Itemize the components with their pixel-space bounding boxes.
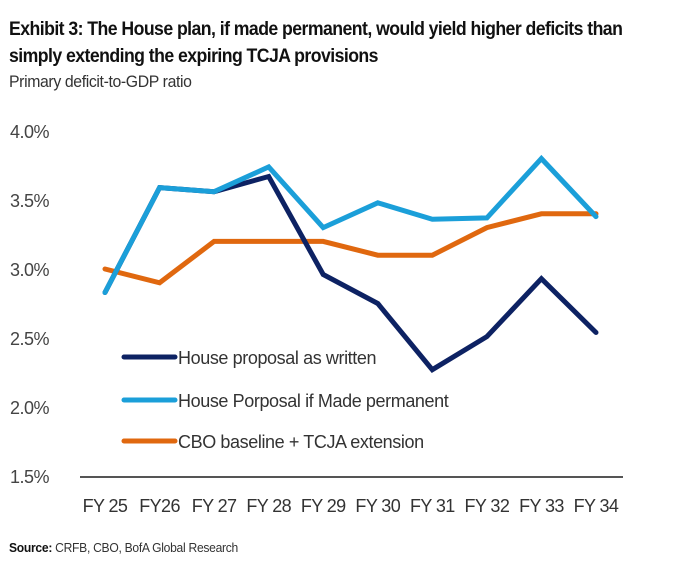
legend-label: House Porposal if Made permanent (178, 391, 449, 411)
x-tick-label: FY 25 (83, 496, 128, 516)
source-text: CRFB, CBO, BofA Global Research (52, 540, 239, 555)
x-tick-label: FY 33 (519, 496, 564, 516)
y-tick-label: 4.0% (10, 122, 50, 142)
y-tick-label: 3.0% (10, 260, 50, 280)
y-axis: 4.0% 3.5% 3.0% 2.5% 2.0% 1.5% (10, 122, 50, 487)
x-tick-label: FY 27 (192, 496, 237, 516)
x-tick-label: FY 28 (246, 496, 291, 516)
series-line-0 (102, 173, 599, 373)
legend-label: House proposal as written (178, 348, 376, 368)
y-tick-label: 2.5% (10, 329, 50, 349)
series-line-1 (102, 154, 599, 295)
source-note: Source: CRFB, CBO, BofA Global Research (9, 540, 238, 555)
x-tick-label: FY 29 (301, 496, 346, 516)
series-line-2 (102, 211, 599, 286)
x-tick-label: FY 30 (355, 496, 400, 516)
x-tick-label: FY 32 (465, 496, 510, 516)
series-group (102, 154, 599, 373)
legend-label: CBO baseline + TCJA extension (178, 432, 424, 452)
chart-title: Exhibit 3: The House plan, if made perma… (9, 19, 623, 67)
y-tick-label: 2.0% (10, 398, 50, 418)
x-tick-label: FY 34 (574, 496, 619, 516)
chart-subtitle: Primary deficit-to-GDP ratio (9, 72, 192, 91)
source-label: Source: (9, 540, 53, 555)
legend: House proposal as written House Porposal … (121, 348, 449, 452)
y-tick-label: 3.5% (10, 191, 50, 211)
x-tick-label: FY26 (139, 496, 180, 516)
y-tick-label: 1.5% (10, 467, 50, 487)
x-tick-label: FY 31 (410, 496, 455, 516)
x-axis: FY 25 FY26 FY 27 FY 28 FY 29 FY 30 FY 31 FY 32 F… (83, 496, 620, 516)
